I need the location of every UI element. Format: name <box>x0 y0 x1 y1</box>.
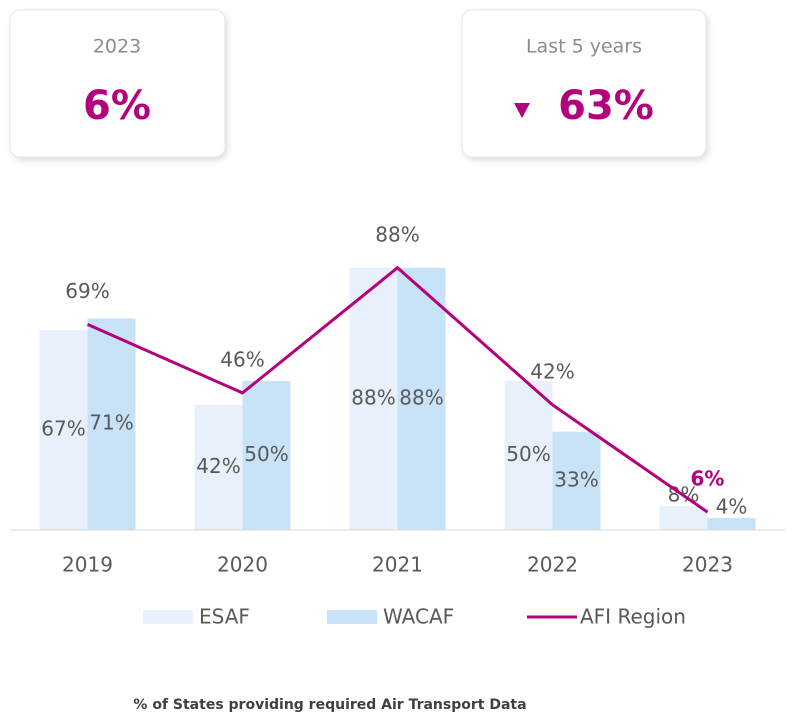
bar-value-label: 71% <box>89 411 133 435</box>
bar <box>39 330 88 530</box>
bar-value-label: 50% <box>244 442 288 466</box>
card-background <box>9 9 226 158</box>
bar-value-label: 4% <box>716 495 748 519</box>
x-tick-label: 2021 <box>372 553 423 577</box>
line-value-label: 42% <box>530 359 574 383</box>
x-tick-label: 2020 <box>217 553 268 577</box>
card-label: Last 5 years <box>526 36 642 58</box>
bar <box>194 404 243 530</box>
bar-value-label: 88% <box>399 385 443 409</box>
x-tick-label: 2019 <box>62 553 113 577</box>
legend-label: WACAF <box>383 605 454 629</box>
bar-value-label: 67% <box>41 417 85 441</box>
legend-label: ESAF <box>199 605 250 629</box>
bar <box>87 318 136 530</box>
card-label: 2023 <box>93 36 141 58</box>
bar <box>242 381 291 530</box>
line-value-label: 46% <box>220 347 264 371</box>
bar <box>552 431 601 530</box>
bar <box>659 506 708 530</box>
card-value: 6% <box>83 83 151 129</box>
bar <box>707 518 756 530</box>
bar-value-label: 42% <box>196 454 240 478</box>
card-background <box>461 9 707 158</box>
bar <box>397 267 446 530</box>
x-tick-label: 2023 <box>682 553 733 577</box>
bar <box>349 267 398 530</box>
legend-swatch <box>327 610 377 624</box>
line-value-label: 69% <box>65 279 109 303</box>
legend-label: AFI Region <box>580 605 686 629</box>
bar-value-label: 33% <box>554 467 598 491</box>
legend-swatch <box>143 610 193 624</box>
card-value: 63% <box>558 83 654 129</box>
bar-value-label: 88% <box>351 385 395 409</box>
bar <box>504 381 553 530</box>
down-arrow-icon <box>514 103 530 118</box>
line-series <box>86 265 709 514</box>
x-tick-label: 2022 <box>527 553 578 577</box>
kpi-card: Last 5 years 63% <box>461 9 707 158</box>
line-value-label: 88% <box>375 222 419 246</box>
kpi-card: 2023 6% <box>9 9 226 158</box>
chart-footnote: % of States providing required Air Trans… <box>133 697 526 713</box>
line-value-label: 6% <box>691 467 725 491</box>
bar-value-label: 50% <box>506 442 550 466</box>
